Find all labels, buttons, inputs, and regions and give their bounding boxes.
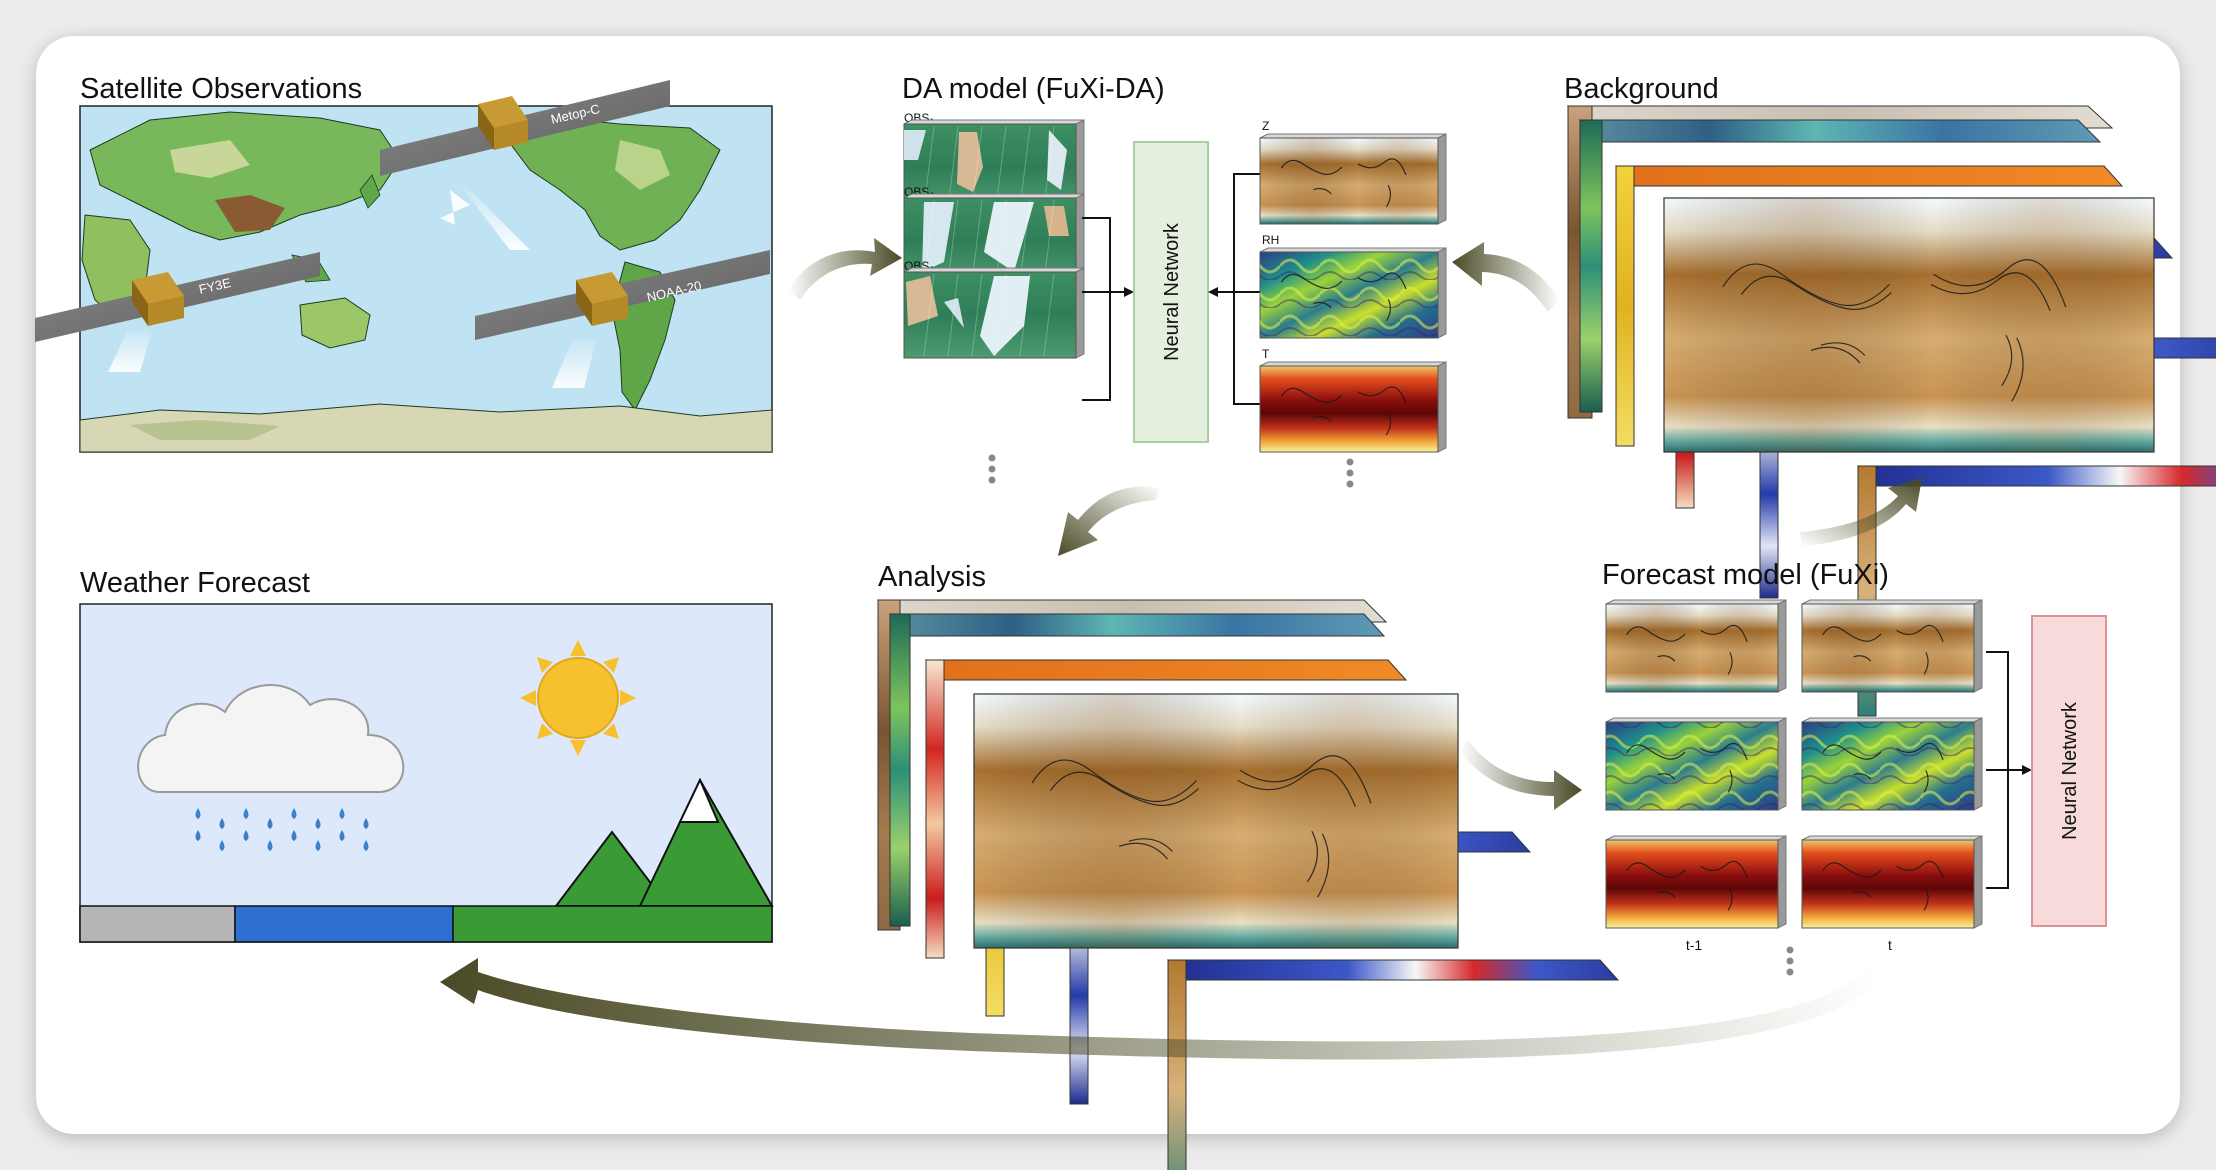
- forecast-map-0-1: [1605, 717, 1787, 811]
- cube-layer-2: [1614, 165, 2124, 447]
- variable-map-1: [1259, 247, 1447, 339]
- sun-icon: [520, 640, 636, 756]
- forecast-connectors: [1986, 651, 2032, 889]
- background-title: Background: [1564, 73, 1719, 105]
- analysis-data-cube: [876, 599, 1620, 1170]
- forecast-map-0-2: [1605, 835, 1787, 929]
- arrow-background-to-da: [1452, 242, 1560, 312]
- forecast-map-1-2: [1801, 835, 1983, 929]
- arrow-forecast-to-background: [1800, 478, 1922, 546]
- cube-layer-1: [888, 613, 1386, 927]
- da-neural-network-box: Neural Network: [1133, 141, 1209, 443]
- arrow-analysis-to-forecast: [1460, 740, 1582, 810]
- satellite-fy3e: FY3E: [35, 252, 320, 372]
- variable-map-0: [1259, 133, 1447, 225]
- obs-connectors: [1082, 217, 1134, 401]
- ground-bar: [79, 905, 773, 943]
- forecast-map-0-0: [1605, 599, 1787, 693]
- forecast-neural-network-box: Neural Network: [2031, 615, 2107, 927]
- cube-layer-2: [924, 659, 1408, 959]
- satellite-observations-title: Satellite Observations: [80, 73, 362, 105]
- cube-layer-1: [1578, 119, 2102, 413]
- time-label-t-minus-1: t-1: [1686, 937, 1703, 953]
- da-neural-network-label: Neural Network: [1161, 222, 1183, 361]
- rain-drops-icon: [195, 808, 369, 851]
- background-data-cube: [1566, 105, 2216, 717]
- obs-map-3: [903, 267, 1085, 359]
- forecast-map-1-1: [1801, 717, 1983, 811]
- arrow-satellite-to-da: [788, 238, 902, 300]
- cube-front-map: [973, 693, 1459, 949]
- variable-label-rh: RH: [1262, 233, 1279, 247]
- weather-forecast-scene: [79, 603, 774, 943]
- cube-front-map: [1663, 197, 2155, 453]
- variable-label-t: T: [1262, 347, 1270, 361]
- da-variable-inputs: Z RH T: [1259, 119, 1447, 453]
- forecast-map-1-0: [1801, 599, 1983, 693]
- forecast-model-title: Forecast model (FuXi): [1602, 559, 1889, 591]
- weather-forecast-title: Weather Forecast: [80, 567, 310, 599]
- forecast-neural-network-label: Neural Network: [2059, 701, 2081, 840]
- arrow-forecast-to-weather: [440, 958, 1880, 1060]
- analysis-title: Analysis: [878, 561, 986, 593]
- var-more-dots: [1346, 458, 1354, 488]
- obs-inputs: OBS1OBS2OBS3: [903, 111, 1085, 359]
- obs-more-dots: [988, 454, 996, 484]
- variable-label-z: Z: [1262, 119, 1269, 133]
- cube-layer-5: [1166, 959, 1620, 1170]
- var-connectors: [1208, 173, 1260, 405]
- cloud-icon: [137, 684, 405, 793]
- forecast-inputs: [1605, 599, 1983, 929]
- time-label-t: t: [1888, 937, 1892, 953]
- da-model-title: DA model (FuXi-DA): [902, 73, 1165, 105]
- variable-map-2: [1259, 361, 1447, 453]
- arrow-da-to-analysis: [1058, 486, 1160, 556]
- satellite-label-fy3e: FY3E: [197, 275, 232, 297]
- forecast-more-dots: [1786, 946, 1794, 976]
